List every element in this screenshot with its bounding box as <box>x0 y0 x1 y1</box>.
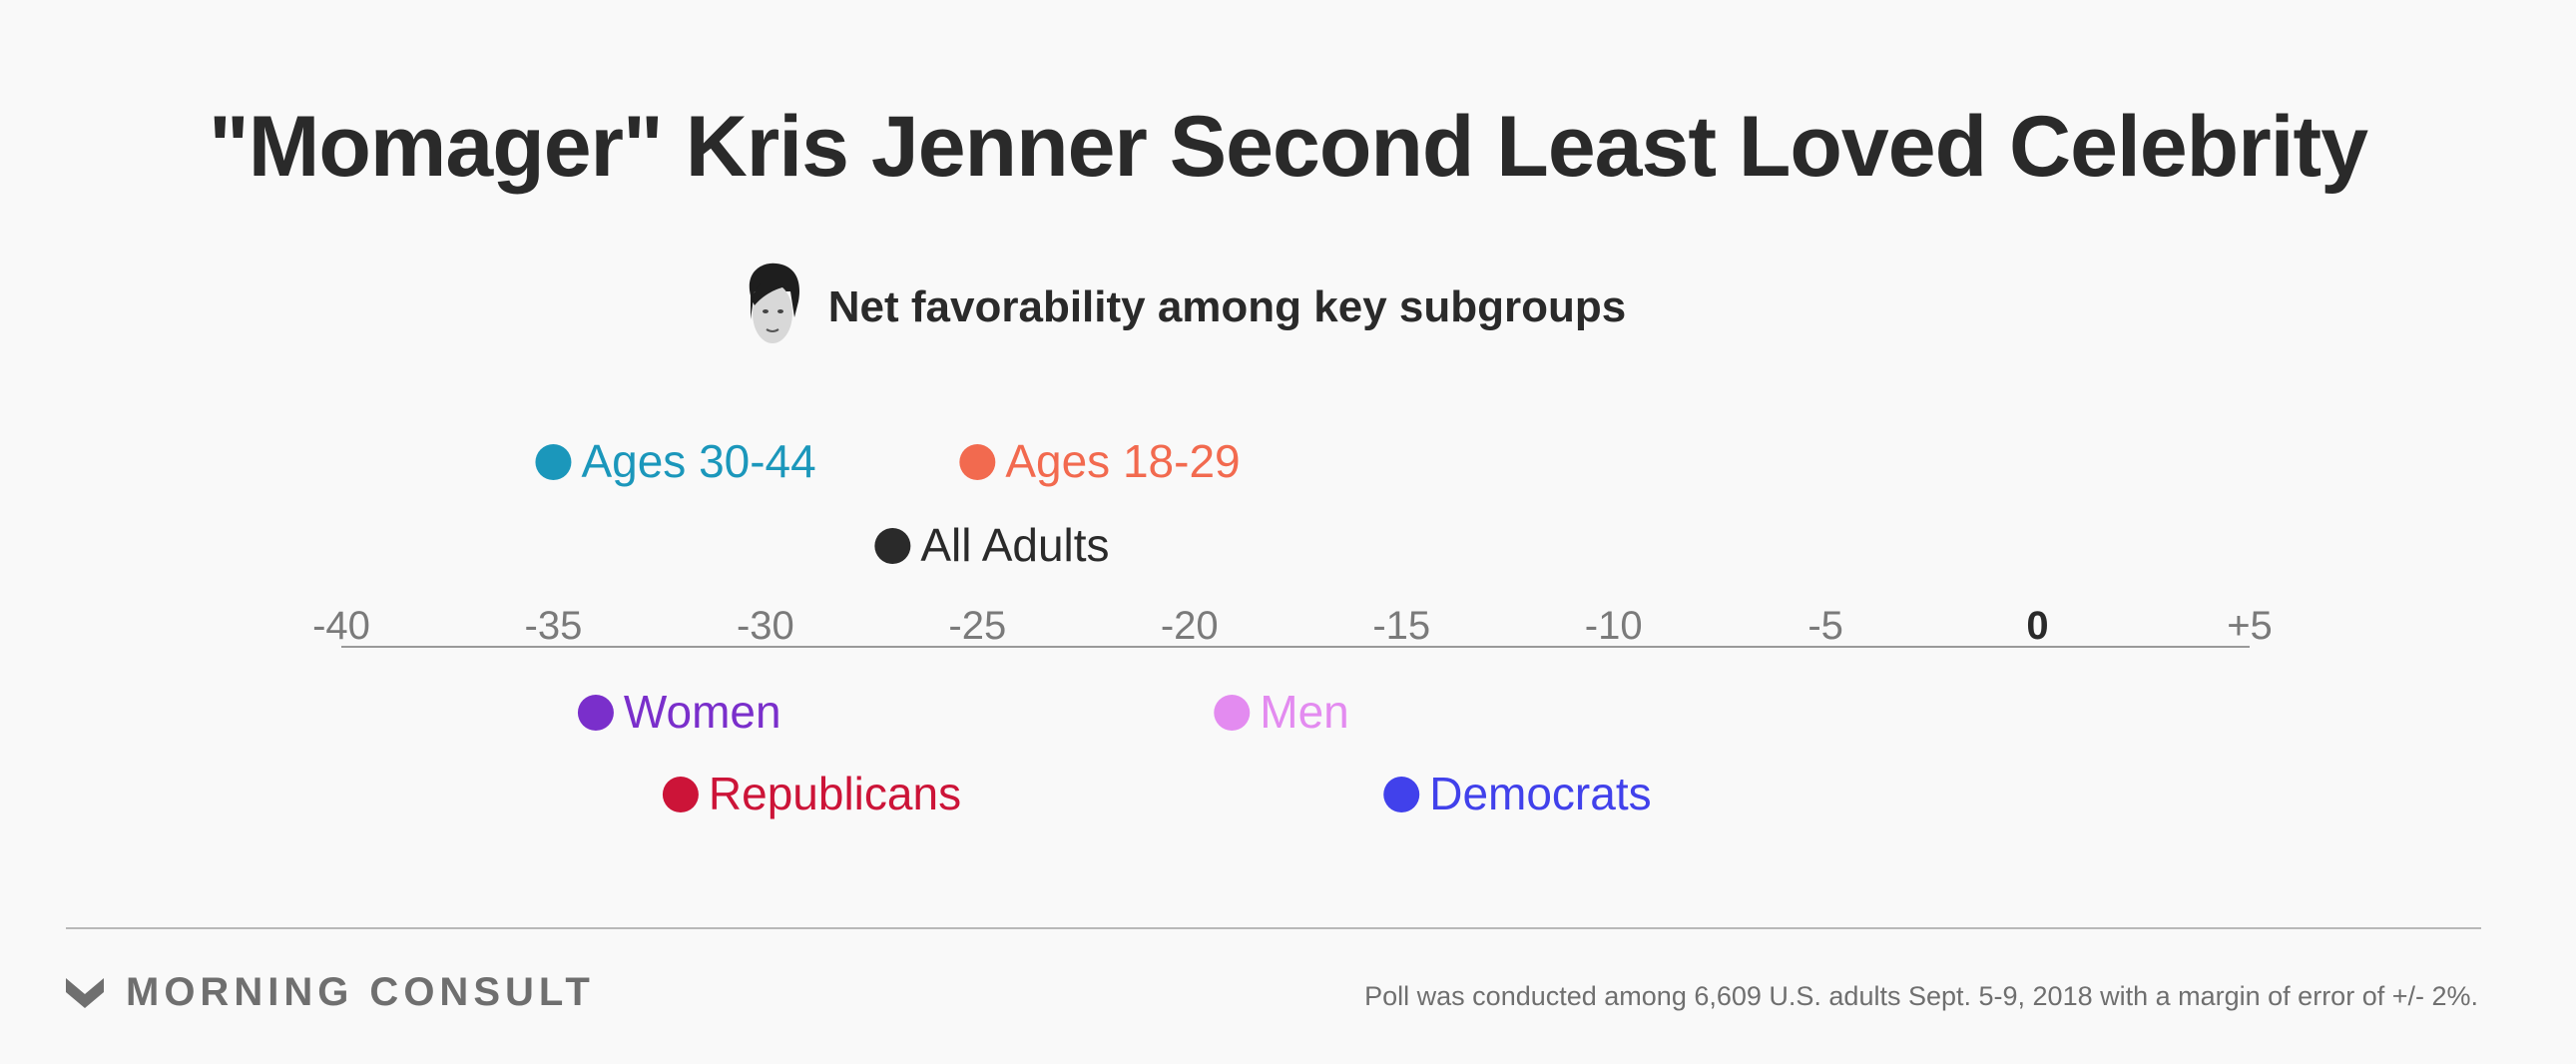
tick-label: -20 <box>1161 604 1219 648</box>
morning-consult-logo-icon <box>66 977 104 1008</box>
subtitle-row: Net favorability among key subgroups <box>0 262 2576 353</box>
dot-plot: -40 -35 -30 -25 -20 -15 -10 -5 0 +5 Ages 30-44 Ages… <box>312 435 2273 819</box>
data-point-label: Ages 30-44 <box>581 435 815 487</box>
data-point <box>1214 695 1251 731</box>
data-point <box>662 777 699 812</box>
data-point-label: Women <box>624 686 781 738</box>
methodology-note: Poll was conducted among 6,609 U.S. adul… <box>1364 981 2478 1011</box>
tick-label: -25 <box>948 604 1006 648</box>
data-point <box>577 695 614 731</box>
tick-label: +5 <box>2227 604 2273 648</box>
tick-label: -15 <box>1372 604 1430 648</box>
kris-jenner-portrait-icon <box>749 263 799 343</box>
data-point <box>874 528 911 564</box>
brand-name: MORNING CONSULT <box>126 970 595 1014</box>
chart-subtitle: Net favorability among key subgroups <box>827 282 1627 331</box>
data-point <box>535 444 572 480</box>
tick-label: 0 <box>2026 604 2048 648</box>
data-point-label: All Adults <box>920 519 1109 571</box>
tick-label: -5 <box>1807 604 1843 648</box>
tick-label: -30 <box>737 604 794 648</box>
footer-divider <box>66 927 2481 929</box>
brand: MORNING CONSULT <box>66 970 595 1015</box>
tick-label: -10 <box>1585 604 1643 648</box>
data-point-label: Republicans <box>709 768 961 819</box>
tick-label: -40 <box>312 604 370 648</box>
data-point-label: Democrats <box>1429 768 1651 819</box>
data-point-label: Men <box>1260 686 1348 738</box>
chart-title: "Momager" Kris Jenner Second Least Loved… <box>208 99 2368 195</box>
data-point <box>1383 777 1420 812</box>
tick-label: -35 <box>525 604 583 648</box>
data-point-label: Ages 18-29 <box>1005 435 1240 487</box>
data-point <box>959 444 996 480</box>
